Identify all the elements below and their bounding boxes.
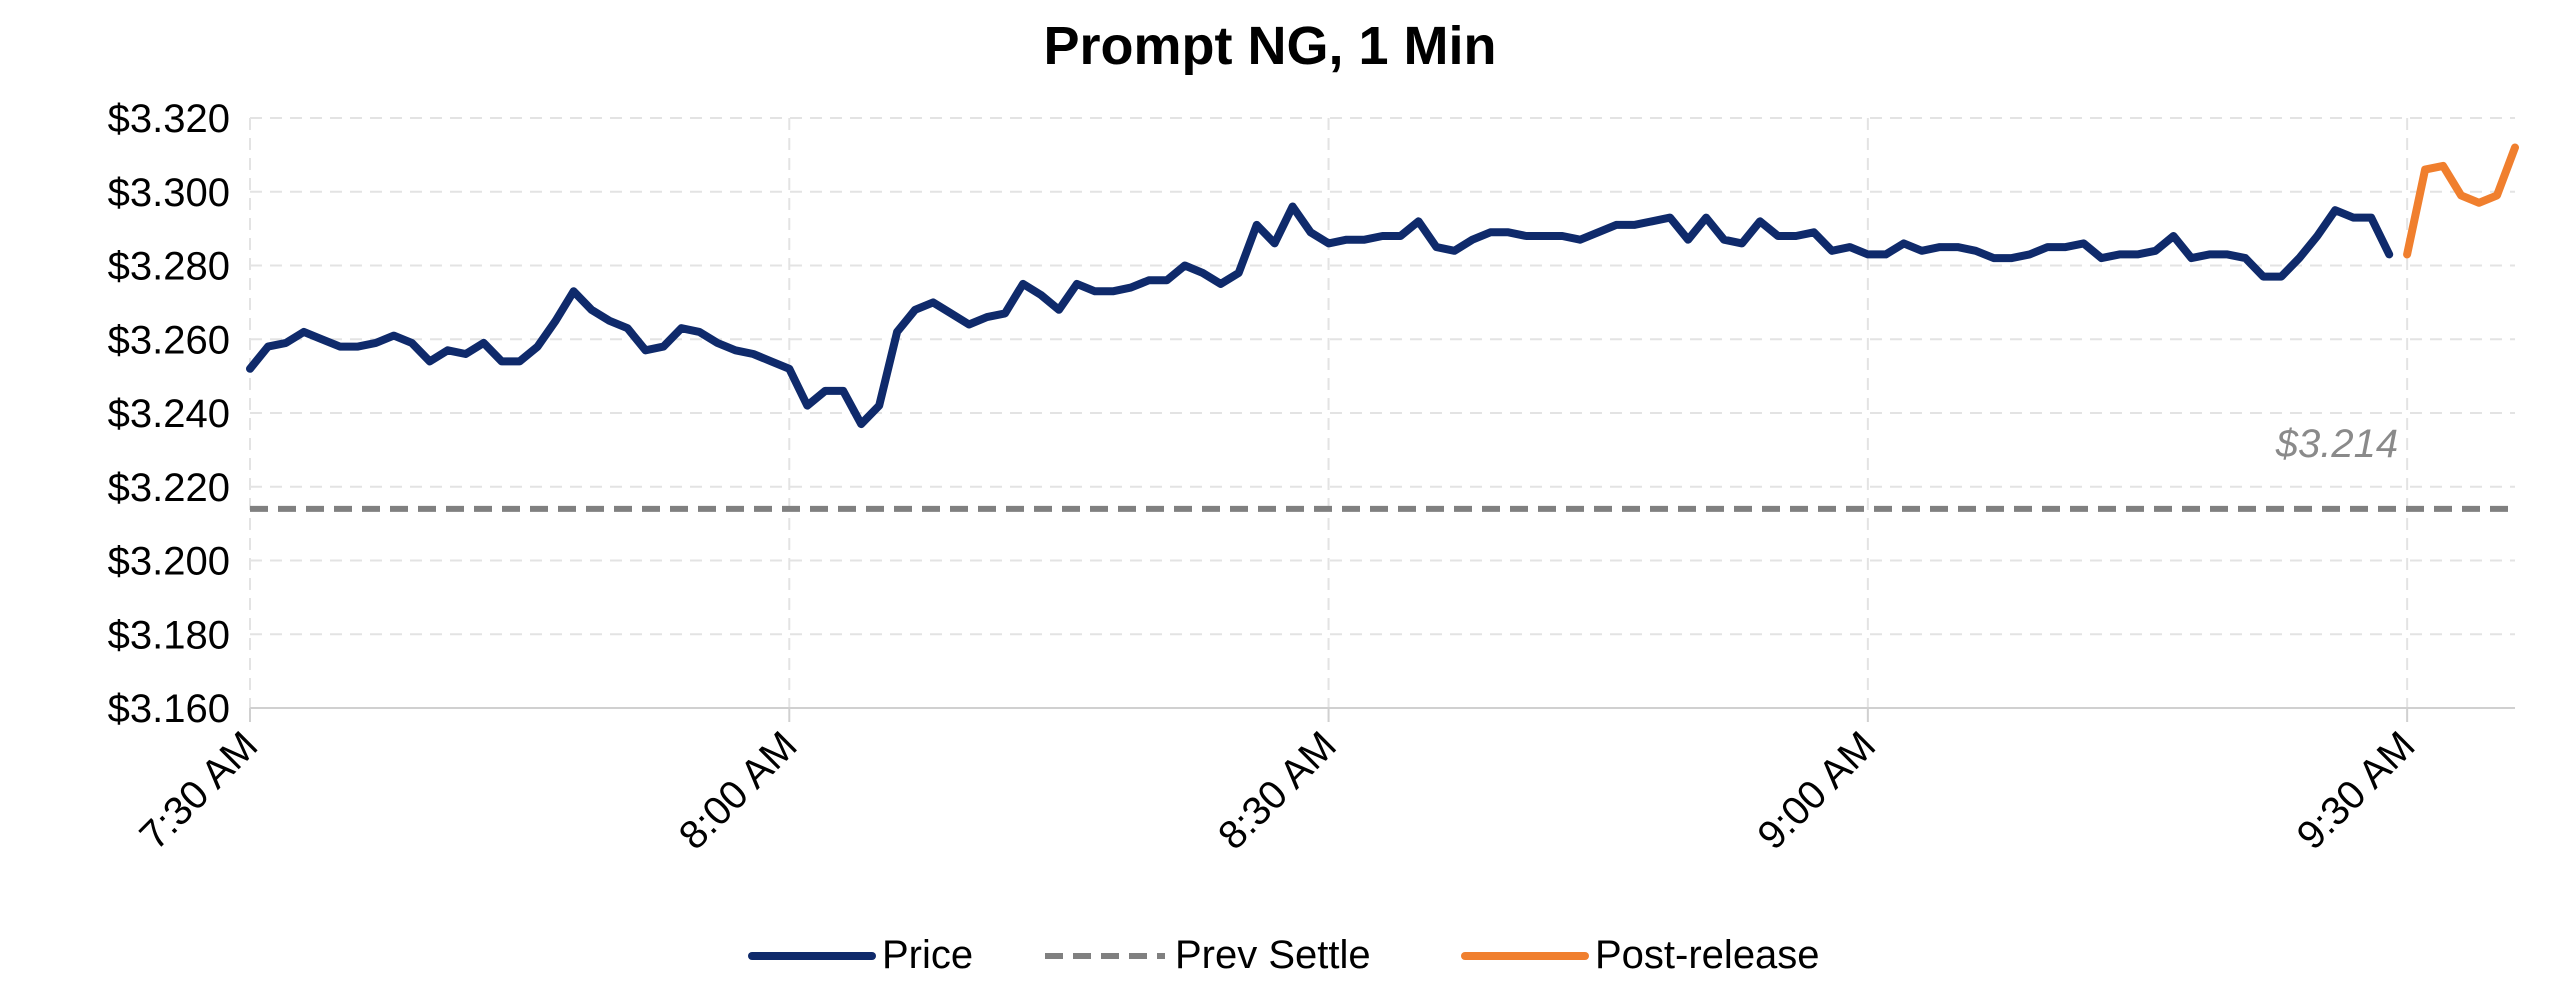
y-tick-label: $3.280 xyxy=(108,245,230,289)
annotation-layer: $3.214 xyxy=(2275,422,2398,466)
x-tick-label: 9:30 AM xyxy=(2289,723,2424,858)
grid-layer xyxy=(249,117,2515,708)
series-line-price xyxy=(246,202,2394,429)
legend-item-price: Price xyxy=(748,933,973,977)
legend-item-post-release: Post-release xyxy=(1461,933,1820,977)
legend-label: Prev Settle xyxy=(1175,933,1371,977)
series-line-post-release xyxy=(2403,143,2519,259)
y-tick-label: $3.300 xyxy=(108,171,230,215)
legend: Price Prev Settle Post-release xyxy=(748,933,1820,977)
y-tick-labels: $3.160 $3.180 $3.200 $3.220 $3.240 $3.260 $3.2… xyxy=(108,97,230,731)
legend-label: Price xyxy=(882,933,973,977)
y-tick-label: $3.320 xyxy=(108,97,230,141)
x-tick-label: 9:00 AM xyxy=(1749,723,1884,858)
axis-layer xyxy=(249,707,2515,722)
y-tick-label: $3.160 xyxy=(108,687,230,731)
y-tick-label: $3.240 xyxy=(108,392,230,436)
x-tick-label: 7:30 AM xyxy=(131,723,266,858)
y-tick-label: $3.260 xyxy=(108,318,230,362)
legend-label: Post-release xyxy=(1595,933,1820,977)
y-tick-label: $3.220 xyxy=(108,466,230,510)
legend-item-prev-settle: Prev Settle xyxy=(1045,933,1371,977)
y-tick-label: $3.180 xyxy=(108,613,230,657)
y-tick-label: $3.200 xyxy=(108,540,230,584)
chart-title: Prompt NG, 1 Min xyxy=(1043,16,1496,76)
x-tick-label: 8:00 AM xyxy=(671,723,806,858)
x-tick-labels: 7:30 AM 8:00 AM 8:30 AM 9:00 AM 9:30 AM xyxy=(131,723,2423,858)
series-layer xyxy=(246,143,2519,512)
x-tick-label: 8:30 AM xyxy=(1210,723,1345,858)
prev-settle-annotation: $3.214 xyxy=(2275,422,2398,466)
